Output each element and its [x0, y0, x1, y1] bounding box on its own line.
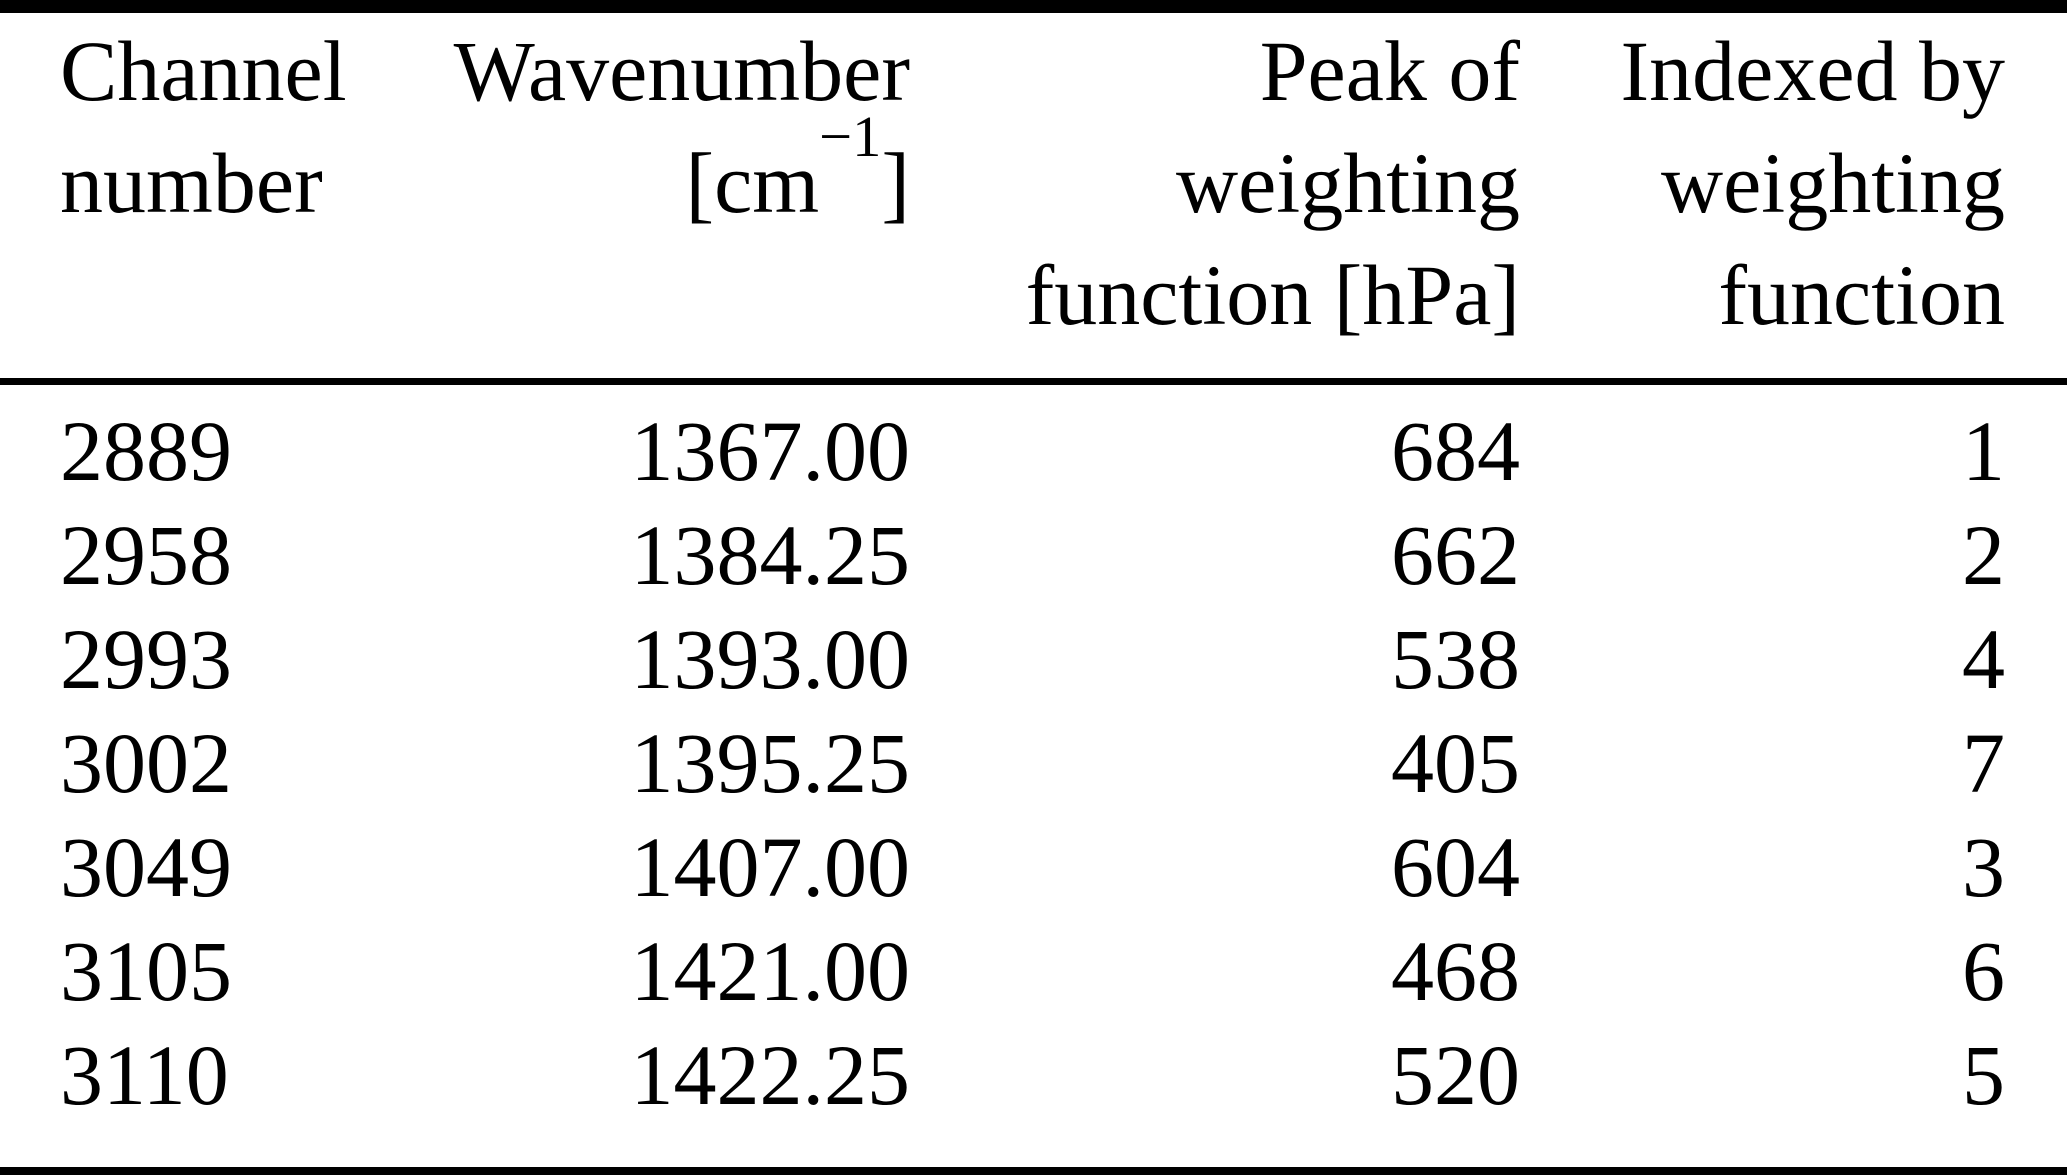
- unit-close: ]: [881, 135, 910, 231]
- cell-index: 3: [1962, 819, 2005, 915]
- table-row: 3110 1422.25 520 5: [0, 1023, 2067, 1127]
- cell-peak: 520: [1391, 1027, 1520, 1123]
- header-line: function [hPa]: [1025, 247, 1520, 343]
- cell-wavenumber: 1367.00: [630, 403, 911, 499]
- table-row: 2993 1393.00 538 4: [0, 607, 2067, 711]
- table-row: 2889 1367.00 684 1: [0, 399, 2067, 503]
- header-line: Indexed by: [1620, 23, 2005, 119]
- table-row: 3105 1421.00 468 6: [0, 919, 2067, 1023]
- cell-channel: 2958: [60, 507, 232, 603]
- column-header-wavenumber: Wavenumber [cm−1]: [410, 15, 910, 351]
- header-line: weighting: [1176, 135, 1520, 231]
- header-line: Wavenumber: [453, 23, 910, 119]
- header-line: number: [60, 135, 323, 231]
- cell-channel: 3110: [60, 1027, 229, 1123]
- cell-index: 4: [1962, 611, 2005, 707]
- cell-peak: 684: [1391, 403, 1520, 499]
- cell-index: 1: [1962, 403, 2005, 499]
- cell-wavenumber: 1407.00: [630, 819, 911, 915]
- cell-channel: 3105: [60, 923, 232, 1019]
- cell-peak: 468: [1391, 923, 1520, 1019]
- header-line: Peak of: [1259, 23, 1520, 119]
- cell-channel: 3049: [60, 819, 232, 915]
- header-line: function: [1718, 247, 2005, 343]
- column-header-channel-number: Channel number: [60, 15, 410, 351]
- header-separator-rule: [0, 378, 2067, 385]
- cell-wavenumber: 1395.25: [630, 715, 911, 811]
- cell-channel: 2889: [60, 403, 232, 499]
- cell-peak: 662: [1391, 507, 1520, 603]
- superscript-minus-one: −1: [819, 104, 882, 170]
- cell-index: 2: [1962, 507, 2005, 603]
- table-row: 2958 1384.25 662 2: [0, 503, 2067, 607]
- cell-channel: 2993: [60, 611, 232, 707]
- column-header-peak-of-weighting-function: Peak of weighting function [hPa]: [910, 15, 1520, 351]
- cell-wavenumber: 1422.25: [630, 1027, 911, 1123]
- bottom-rule: [0, 1167, 2067, 1175]
- table-row: 3002 1395.25 405 7: [0, 711, 2067, 815]
- table-header: Channel number Wavenumber [cm−1] Peak of…: [0, 13, 2067, 351]
- header-unit-line: [cm−1]: [410, 107, 910, 239]
- cell-peak: 538: [1391, 611, 1520, 707]
- cell-index: 7: [1962, 715, 2005, 811]
- cell-peak: 405: [1391, 715, 1520, 811]
- table-row: 3049 1407.00 604 3: [0, 815, 2067, 919]
- cell-wavenumber: 1384.25: [630, 507, 911, 603]
- cell-peak: 604: [1391, 819, 1520, 915]
- cell-index: 5: [1962, 1027, 2005, 1123]
- top-rule: [0, 0, 2067, 13]
- unit-open: [cm: [685, 135, 820, 231]
- column-header-indexed-by-weighting-function: Indexed by weighting function: [1520, 15, 2005, 351]
- cell-index: 6: [1962, 923, 2005, 1019]
- header-line: Channel: [60, 23, 347, 119]
- cell-wavenumber: 1393.00: [630, 611, 911, 707]
- table-body: 2889 1367.00 684 1 2958 1384.25 662 2 29…: [0, 399, 2067, 1127]
- header-line: weighting: [1661, 135, 2005, 231]
- cell-channel: 3002: [60, 715, 232, 811]
- cell-wavenumber: 1421.00: [630, 923, 911, 1019]
